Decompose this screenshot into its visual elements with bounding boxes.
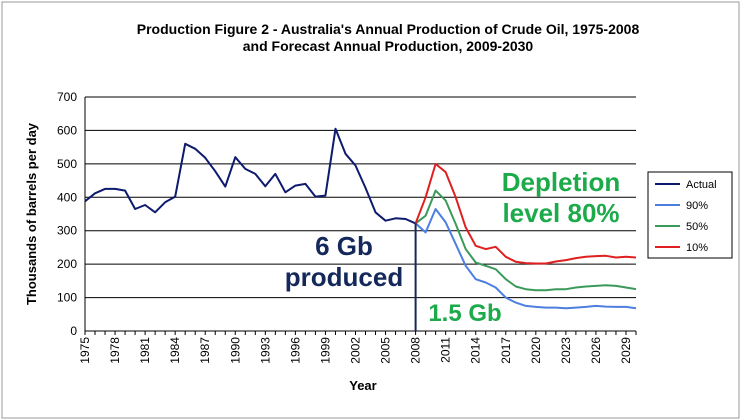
x-tick-label-2011: 2011 <box>439 337 453 363</box>
x-tick-label-1996: 1996 <box>288 337 302 364</box>
x-tick-label-1990: 1990 <box>228 337 242 364</box>
y-tick-labels: 0 100 200 300 400 500 600 700 <box>57 90 77 338</box>
series-line-90pct <box>414 208 637 310</box>
series-line-10pct <box>414 162 637 265</box>
x-axis-label: Year <box>349 378 376 393</box>
annotation-1-5gb: 1.5 Gb <box>428 300 501 327</box>
legend-label-50pct: 50% <box>686 221 708 233</box>
annotation-depletion: Depletion <box>502 167 620 197</box>
x-tick-label-1993: 1993 <box>258 337 272 364</box>
chart-title-line1: Production Figure 2 - Australia's Annual… <box>137 21 640 37</box>
annotation-produced: produced <box>285 262 403 292</box>
x-tick-labels: 1975 1978 1981 1984 1987 1990 1993 1996 1999 2002… <box>78 337 633 364</box>
y-tick-label-400: 400 <box>57 190 77 204</box>
y-tick-label-100: 100 <box>57 291 77 305</box>
x-tick-label-1984: 1984 <box>168 337 182 364</box>
y-tick-label-200: 200 <box>57 257 77 271</box>
legend-label-10pct: 10% <box>686 242 708 254</box>
x-tick-label-1978: 1978 <box>108 337 122 364</box>
x-tick-label-2008: 2008 <box>409 337 423 364</box>
x-tick-label-1975: 1975 <box>78 337 92 364</box>
x-tick-label-2002: 2002 <box>348 337 362 364</box>
legend-label-actual: Actual <box>686 179 717 191</box>
x-tick-label-1999: 1999 <box>318 337 332 364</box>
x-tick-label-2020: 2020 <box>529 337 543 364</box>
x-tick-label-1987: 1987 <box>198 337 212 364</box>
legend-label-90pct: 90% <box>686 200 708 212</box>
x-tick-label-2014: 2014 <box>469 337 483 364</box>
x-tick-label-2029: 2029 <box>619 337 633 364</box>
x-tick-label-2026: 2026 <box>589 337 603 364</box>
axes <box>84 97 637 335</box>
x-tick-label-2017: 2017 <box>499 337 513 364</box>
series-lines <box>84 127 637 310</box>
annotation-6gb: 6 Gb <box>315 231 373 261</box>
y-tick-label-500: 500 <box>57 157 77 171</box>
y-tick-label-0: 0 <box>70 324 77 338</box>
x-tick-label-2023: 2023 <box>559 337 573 364</box>
chart-title-line2: and Forecast Annual Production, 2009-203… <box>243 38 534 54</box>
x-tick-label-2005: 2005 <box>379 337 393 364</box>
x-tick-label-1981: 1981 <box>138 337 152 364</box>
y-axis-label: Thousands of barrels per day <box>24 122 39 305</box>
legend: Actual 90% 50% 10% <box>647 171 733 259</box>
y-tick-label-600: 600 <box>57 123 77 137</box>
series-line-50pct <box>414 189 637 292</box>
y-tick-label-300: 300 <box>57 224 77 238</box>
legend-box <box>647 171 733 259</box>
series-line-actual <box>84 127 417 225</box>
annotation-depletion-level: level 80% <box>502 198 619 228</box>
y-tick-label-700: 700 <box>57 90 77 104</box>
